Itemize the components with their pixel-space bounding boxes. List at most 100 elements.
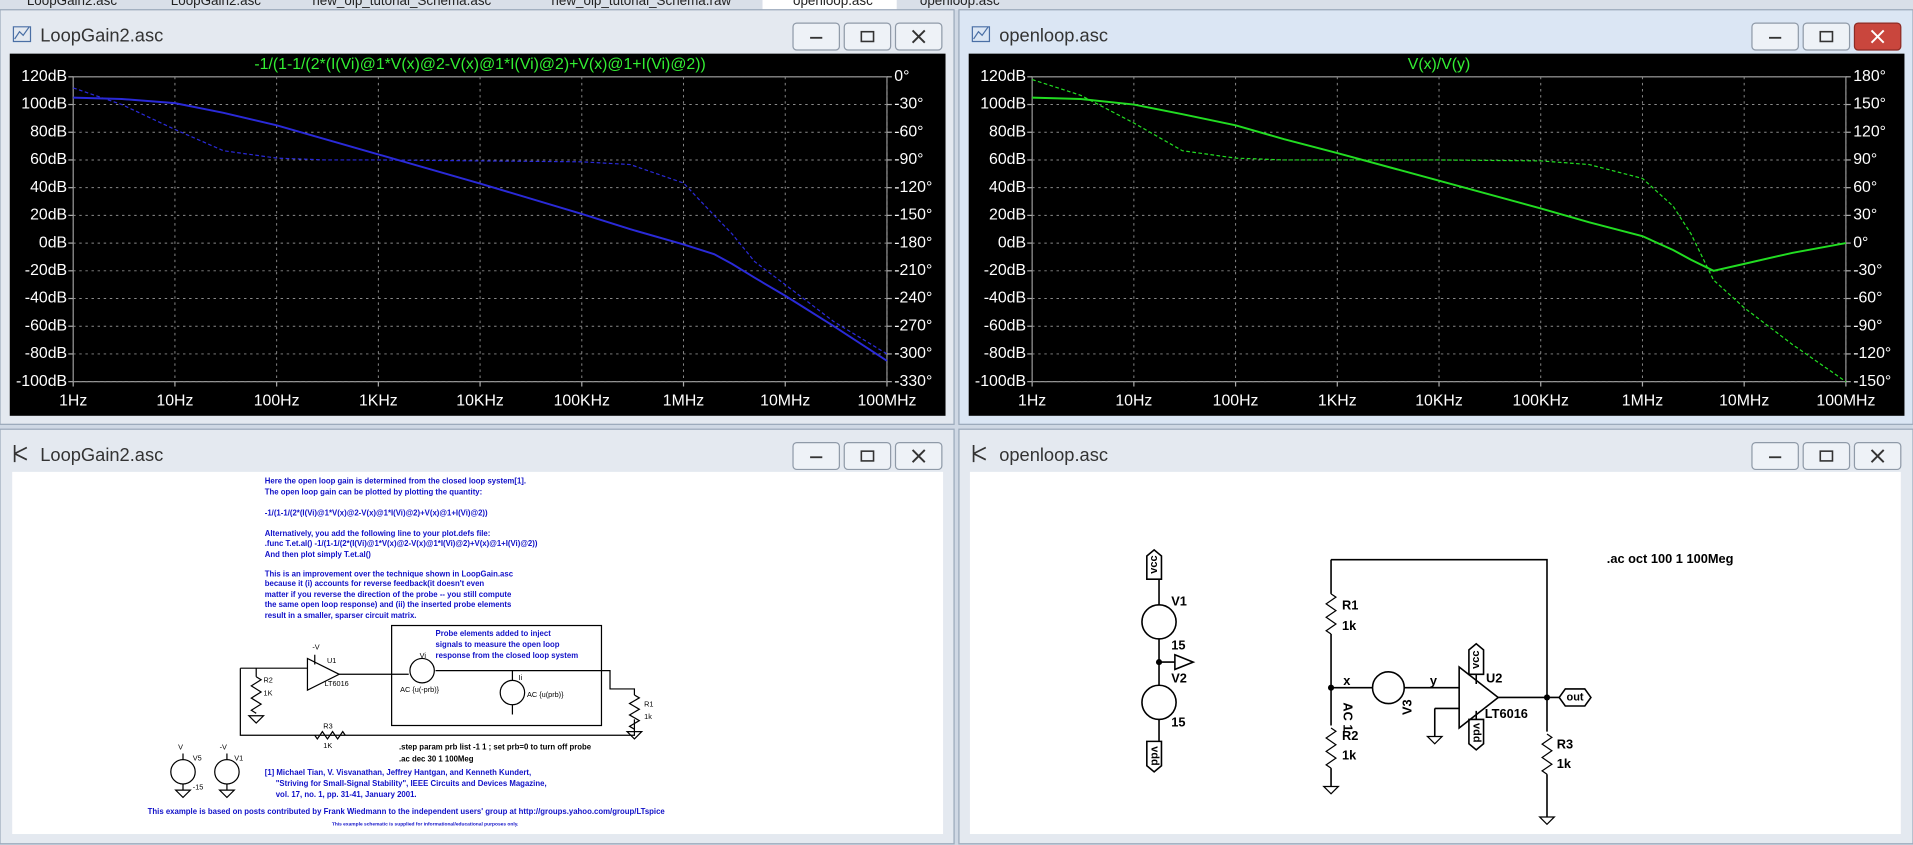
component-label: V1 — [1171, 594, 1187, 609]
y2-tick-label: 60° — [1853, 179, 1877, 196]
close-glyph — [911, 29, 926, 44]
note-text: response from the closed loop system — [436, 651, 579, 660]
component-label: R1 — [644, 700, 653, 709]
x-tick-label: 100Hz — [1213, 392, 1259, 409]
window-title: openloop.asc — [999, 24, 1108, 45]
x-tick-label: 1Hz — [59, 392, 87, 409]
component-label: vcc — [1148, 555, 1160, 573]
component-label: 15 — [1171, 638, 1185, 653]
y-tick-label: 80dB — [30, 123, 67, 140]
y-tick-label: 100dB — [980, 96, 1026, 113]
resistor-r2 — [1325, 727, 1338, 769]
note-text: .step param prb list -1 1 ; set prb=0 to… — [399, 743, 592, 752]
flag-vdd — [1146, 740, 1163, 773]
x-tick-label: 10KHz — [1415, 392, 1463, 409]
maximize-glyph — [1819, 30, 1834, 43]
schematic-area — [12, 471, 944, 835]
source-wires — [182, 753, 228, 791]
component-label: 1K — [323, 741, 332, 750]
maximize-button[interactable] — [1802, 442, 1851, 471]
active-tab — [762, 0, 897, 10]
maximize-glyph — [1819, 450, 1834, 462]
y2-tick-label: 90° — [1853, 151, 1877, 168]
component-label: -15 — [193, 783, 204, 792]
node-dot — [1543, 694, 1551, 701]
y2-tick-label: -330° — [894, 373, 932, 390]
window-title: LoopGain2.asc — [40, 24, 163, 45]
y-tick-label: -20dB — [984, 262, 1026, 279]
y2-tick-label: -60° — [1853, 290, 1882, 307]
note-text: The open loop gain can be plotted by plo… — [265, 488, 482, 497]
note-text: [1] Michael Tian, V. Visvanathan, Jeffre… — [265, 768, 531, 777]
plot-title: -1/(1-1/(2*(I(Vi)@1*V(x)@2-V(x)@1*I(Vi)@… — [254, 56, 705, 73]
x-tick-label: 100Hz — [254, 392, 300, 409]
note-text: Probe elements added to inject — [436, 629, 552, 638]
resistor-r1 — [628, 694, 641, 730]
source-v1 — [1141, 603, 1177, 640]
wires — [239, 654, 636, 736]
close-glyph — [1870, 29, 1885, 44]
y2-tick-label: 30° — [1853, 207, 1877, 224]
maximize-button[interactable] — [843, 22, 892, 51]
y2-tick-label: -150° — [894, 207, 932, 224]
component-label: Vi — [420, 651, 427, 660]
y-tick-label: 60dB — [989, 151, 1026, 168]
ground — [247, 715, 265, 724]
component-label: .ac oct 100 1 100Meg — [1607, 551, 1734, 566]
component-label: y — [1430, 673, 1438, 688]
probe-box — [391, 624, 603, 727]
component-label: U1 — [327, 656, 336, 665]
tab-label[interactable]: LoopGain2.asc — [171, 0, 262, 8]
plot-area — [968, 53, 1905, 416]
close-glyph — [1870, 449, 1885, 463]
component-label: 1K — [264, 689, 273, 698]
minimize-button[interactable] — [792, 442, 840, 471]
ground — [1322, 785, 1340, 795]
y2-tick-label: -60° — [894, 123, 923, 140]
tab-label[interactable]: new_olp_tutorial_Schema.asc — [312, 0, 491, 8]
tab-label[interactable]: openloop.asc — [920, 0, 1000, 8]
minimize-button[interactable] — [1751, 442, 1799, 471]
note-text: matter if you reverse the direction of t… — [265, 590, 512, 599]
y-tick-label: 40dB — [989, 179, 1026, 196]
maximize-button[interactable] — [1802, 22, 1851, 51]
tab-strip — [0, 0, 1913, 10]
component-label: AC 1 — [1341, 702, 1356, 731]
tab-label[interactable]: LoopGain2.asc — [27, 0, 118, 8]
component-label: -V — [312, 642, 319, 651]
node-dot — [1155, 659, 1163, 666]
y2-tick-label: -300° — [894, 345, 932, 362]
component-label: R1 — [1342, 597, 1358, 612]
y2-tick-label: -30° — [1853, 262, 1882, 279]
y2-tick-label: 120° — [1853, 123, 1886, 140]
component-label: V3 — [1399, 699, 1414, 715]
probe-ii — [499, 679, 526, 706]
minimize-button[interactable] — [792, 22, 840, 51]
minimize-button[interactable] — [1751, 22, 1799, 51]
note-text: .ac dec 30 1 100Meg — [399, 755, 474, 764]
tab-label[interactable]: new_olp_tutorial_Schema.raw — [551, 0, 731, 8]
flag-out — [1558, 688, 1592, 707]
y-tick-label: 100dB — [21, 96, 67, 113]
plot-area — [9, 53, 946, 416]
y2-tick-label: -120° — [1853, 345, 1891, 362]
component-label: V5 — [193, 753, 202, 762]
component-label: 15 — [1171, 714, 1185, 729]
x-tick-label: 100MHz — [1816, 392, 1875, 409]
component-label: AC {u(prb)} — [527, 690, 564, 699]
window-title: openloop.asc — [999, 444, 1108, 465]
note-text: This example schematic is supplied for i… — [332, 822, 519, 828]
note-text: This is an improvement over the techniqu… — [265, 569, 514, 578]
y2-tick-label: 150° — [1853, 96, 1886, 113]
note-text: signals to measure the open loop — [436, 640, 560, 649]
y2-tick-label: 0° — [1853, 234, 1868, 251]
tab-label[interactable]: openloop.asc — [793, 0, 873, 8]
x-tick-label: 10MHz — [1719, 392, 1769, 409]
plot-icon — [12, 26, 32, 43]
maximize-button[interactable] — [843, 442, 892, 471]
resistor-r2 — [250, 676, 263, 714]
y-tick-label: -60dB — [25, 317, 67, 334]
y-tick-label: -40dB — [25, 290, 67, 307]
y2-tick-label: -120° — [894, 179, 932, 196]
